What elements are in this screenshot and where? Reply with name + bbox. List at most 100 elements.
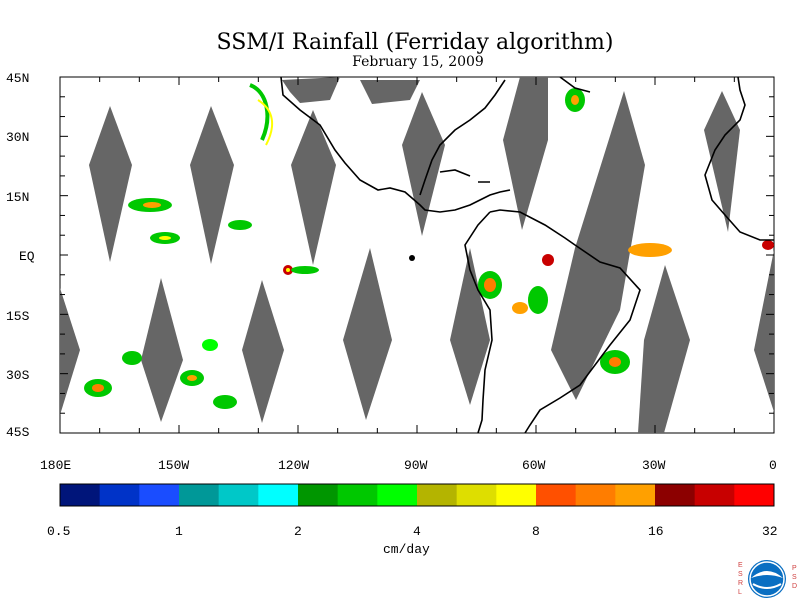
coverage-gap [343, 248, 392, 420]
rain-area [484, 278, 496, 292]
colorbar-units: cm/day [383, 542, 430, 557]
rain-area [213, 395, 237, 409]
lat-label: 15N [6, 190, 29, 205]
colorbar-swatch [734, 484, 775, 506]
noaa-emblem [748, 560, 786, 598]
coverage-gap [638, 265, 690, 433]
coverage-gap [503, 77, 548, 230]
rain-area [291, 266, 319, 274]
lat-label: 45N [6, 71, 29, 86]
lat-label: 15S [6, 309, 30, 324]
noaa-esrl-psd-logo: E S R L P S D [738, 560, 797, 598]
colorbar-swatch [179, 484, 220, 506]
colorbar [60, 484, 775, 506]
colorbar-tick-label: 0.5 [47, 524, 70, 539]
lon-label: 180E [40, 458, 71, 473]
lon-label: 120W [278, 458, 309, 473]
colorbar-swatch [99, 484, 140, 506]
colorbar-tick-label: 16 [648, 524, 664, 539]
logo-letter: P [792, 565, 797, 572]
colorbar-swatch [456, 484, 497, 506]
coastline-north-america [280, 76, 511, 213]
lon-label: 60W [522, 458, 546, 473]
rain-area [628, 243, 672, 257]
coverage-gap [60, 288, 80, 415]
rain-area [528, 286, 548, 314]
lon-label: 30W [642, 458, 666, 473]
rain-area [202, 339, 218, 351]
colorbar-tick-label: 1 [175, 524, 183, 539]
rain-area [762, 240, 774, 250]
map-date: February 15, 2009 [352, 54, 484, 70]
colorbar-labels: 0.5 1 2 4 8 16 32 cm/day [47, 524, 778, 557]
rain-area [187, 375, 197, 381]
rain-cell [286, 268, 290, 272]
coverage-gap [190, 106, 234, 264]
logo-letter: R [738, 580, 743, 587]
colorbar-swatch [139, 484, 180, 506]
lat-label: 45S [6, 425, 30, 440]
latitude-labels: 45N 30N 15N EQ 15S 30S 45S [6, 71, 35, 440]
lat-label: 30N [6, 130, 29, 145]
colorbar-swatch [655, 484, 696, 506]
coverage-gap [89, 106, 132, 262]
colorbar-swatch [536, 484, 577, 506]
coverage-gap [141, 278, 183, 422]
colorbar-tick-label: 32 [762, 524, 778, 539]
coverage-gap [704, 91, 740, 232]
coastline-africa-europe [704, 76, 774, 241]
coverage-gap [402, 92, 445, 236]
logo-letter: L [738, 589, 742, 596]
map-title: SSM/I Rainfall (Ferriday algorithm) [216, 30, 614, 55]
rain-area [122, 351, 142, 365]
lon-label: 150W [158, 458, 189, 473]
colorbar-frame [59, 483, 775, 507]
coverage-gap [450, 248, 490, 405]
rain-cell [542, 254, 554, 266]
rain-area [143, 202, 161, 208]
colorbar-tick-label: 8 [532, 524, 540, 539]
coastline-south-america [464, 209, 641, 434]
lat-label: 30S [6, 368, 30, 383]
coverage-gap [242, 280, 284, 423]
coverage-gap [754, 250, 774, 412]
colorbar-swatch [377, 484, 418, 506]
logo-letter: S [792, 574, 797, 581]
coverage-gap [360, 80, 420, 104]
colorbar-tick-label: 2 [294, 524, 302, 539]
colorbar-tick-label: 4 [413, 524, 421, 539]
logo-letter: E [738, 562, 743, 569]
colorbar-swatch [694, 484, 735, 506]
colorbar-swatch [258, 484, 299, 506]
longitude-labels: 180E 150W 120W 90W 60W 30W 0 [40, 458, 777, 473]
colorbar-swatch [615, 484, 656, 506]
coverage-gap [291, 110, 336, 265]
rainfall-areas [84, 83, 774, 409]
colorbar-swatch [575, 484, 616, 506]
coastline-caribbean [439, 169, 490, 183]
logo-letter: S [738, 571, 743, 578]
logo-letter: D [792, 583, 797, 590]
coastline-greenland [559, 76, 591, 93]
coverage-gap [551, 91, 645, 400]
axis-ticks [59, 76, 775, 434]
lon-label: 0 [769, 458, 777, 473]
rain-area [609, 357, 621, 367]
colorbar-swatch [298, 484, 339, 506]
lat-label: EQ [19, 249, 35, 264]
coverage-gap [282, 77, 340, 103]
colorbar-swatch [60, 484, 101, 506]
lon-label: 90W [404, 458, 428, 473]
coverage-gaps [60, 77, 774, 433]
colorbar-swatch [218, 484, 259, 506]
rain-band [257, 99, 274, 146]
colorbar-swatch [417, 484, 458, 506]
rain-area [512, 302, 528, 314]
rain-area [571, 95, 579, 105]
colorbar-swatch [337, 484, 378, 506]
coastlines [280, 76, 774, 434]
rain-area [92, 384, 104, 392]
colorbar-swatch [496, 484, 537, 506]
rain-area [159, 236, 171, 240]
